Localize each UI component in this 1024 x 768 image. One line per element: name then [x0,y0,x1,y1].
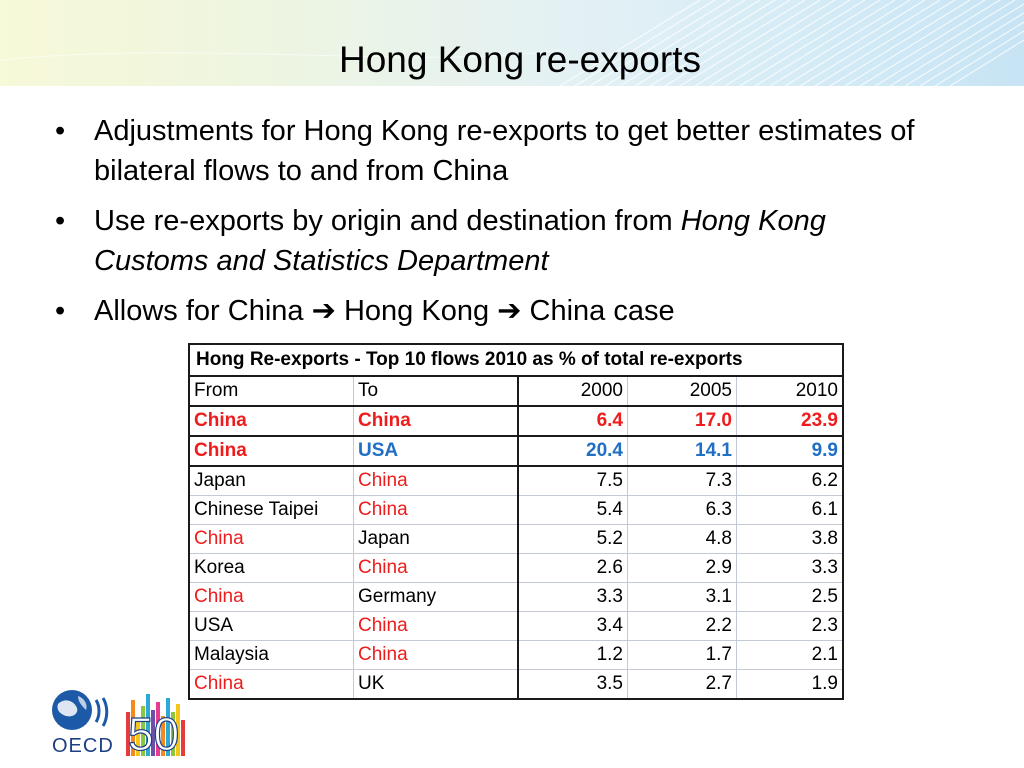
column-header: 2010 [736,375,844,407]
table-caption: Hong Re-exports - Top 10 flows 2010 as %… [188,343,844,377]
cell-to: China [353,640,519,670]
cell-2010: 9.9 [736,435,844,467]
cell-2010: 6.2 [736,465,844,496]
anniversary-number: 50 [128,708,179,760]
cell-2010: 2.5 [736,582,844,612]
bullet-italic-source: Hong Kong Customs and Statistics Departm… [94,205,826,277]
cell-from: China [188,669,354,700]
cell-2010: 23.9 [736,405,844,437]
bullet-text: Allows for China [94,295,312,327]
cell-2005: 14.1 [627,435,737,467]
table-row: Japan China 7.5 7.3 6.2 [188,465,844,496]
cell-2010: 3.3 [736,553,844,583]
arrow-right-icon: ➔ [311,295,336,327]
cell-from: China [188,405,354,437]
cell-2000: 7.5 [517,465,628,496]
cell-to: China [353,495,519,525]
cell-2005: 2.2 [627,611,737,641]
table-row: USA China 3.4 2.2 2.3 [188,611,844,641]
bullet-item: • Use re-exports by origin and destinati… [55,201,935,281]
cell-2000: 5.2 [517,524,628,554]
table-row: China Germany 3.3 3.1 2.5 [188,582,844,612]
cell-2010: 6.1 [736,495,844,525]
reexports-table: Hong Re-exports - Top 10 flows 2010 as %… [188,343,844,700]
cell-2010: 2.1 [736,640,844,670]
cell-from: Chinese Taipei [188,495,354,525]
header-band [0,0,1024,86]
cell-to: China [353,465,519,496]
oecd-label: OECD [52,735,114,757]
oecd-logo: 50 [50,688,190,761]
cell-2005: 1.7 [627,640,737,670]
cell-2005: 17.0 [627,405,737,437]
cell-2005: 6.3 [627,495,737,525]
cell-2010: 2.3 [736,611,844,641]
cell-2000: 20.4 [517,435,628,467]
oecd-globe-logo-icon: 50 [52,690,185,761]
cell-from: Japan [188,465,354,496]
arrow-right-icon: ➔ [497,295,522,327]
bullet-text: China case [521,295,675,327]
bullet-list: • Adjustments for Hong Kong re-exports t… [55,111,935,341]
cell-to: China [353,611,519,641]
cell-to: Germany [353,582,519,612]
cell-from: China [188,524,354,554]
cell-2000: 1.2 [517,640,628,670]
column-header: 2005 [627,375,737,407]
bullet-text: Hong Kong [335,295,498,327]
cell-2000: 2.6 [517,553,628,583]
table-row: Malaysia China 1.2 1.7 2.1 [188,640,844,670]
cell-2005: 3.1 [627,582,737,612]
cell-to: China [353,553,519,583]
bullet-text: Use re-exports by origin and destination… [94,205,681,237]
table-row: China Japan 5.2 4.8 3.8 [188,524,844,554]
table-row: China China 6.4 17.0 23.9 [188,405,844,437]
cell-2010: 1.9 [736,669,844,700]
cell-to: China [353,405,519,437]
table-row: China UK 3.5 2.7 1.9 [188,669,844,700]
cell-2000: 3.5 [517,669,628,700]
table-row: Chinese Taipei China 5.4 6.3 6.1 [188,495,844,525]
cell-2005: 7.3 [627,465,737,496]
cell-2005: 4.8 [627,524,737,554]
cell-to: Japan [353,524,519,554]
cell-2000: 5.4 [517,495,628,525]
column-header: To [353,375,519,407]
table-caption-row: Hong Re-exports - Top 10 flows 2010 as %… [188,343,844,377]
cell-from: Malaysia [188,640,354,670]
cell-from: China [188,435,354,467]
bullet-item: • Allows for China ➔ Hong Kong ➔ China c… [55,291,935,331]
table-row: China USA 20.4 14.1 9.9 [188,435,844,467]
bullet-dot: • [55,205,66,237]
cell-2000: 3.4 [517,611,628,641]
column-header: From [188,375,354,407]
cell-to: UK [353,669,519,700]
cell-2005: 2.9 [627,553,737,583]
table-header-row: From To 2000 2005 2010 [188,375,844,407]
table-row: Korea China 2.6 2.9 3.3 [188,553,844,583]
cell-2000: 3.3 [517,582,628,612]
cell-2000: 6.4 [517,405,628,437]
cell-from: China [188,582,354,612]
slide-title: Hong Kong re-exports [339,39,701,80]
bullet-text: Adjustments for Hong Kong re-exports to … [94,115,915,187]
cell-2010: 3.8 [736,524,844,554]
bullet-dot: • [55,115,66,147]
cell-to: USA [353,435,519,467]
column-header: 2000 [517,375,628,407]
cell-from: USA [188,611,354,641]
cell-2005: 2.7 [627,669,737,700]
cell-from: Korea [188,553,354,583]
decorative-stripes [0,0,1024,86]
bullet-dot: • [55,295,66,327]
bullet-item: • Adjustments for Hong Kong re-exports t… [55,111,935,191]
